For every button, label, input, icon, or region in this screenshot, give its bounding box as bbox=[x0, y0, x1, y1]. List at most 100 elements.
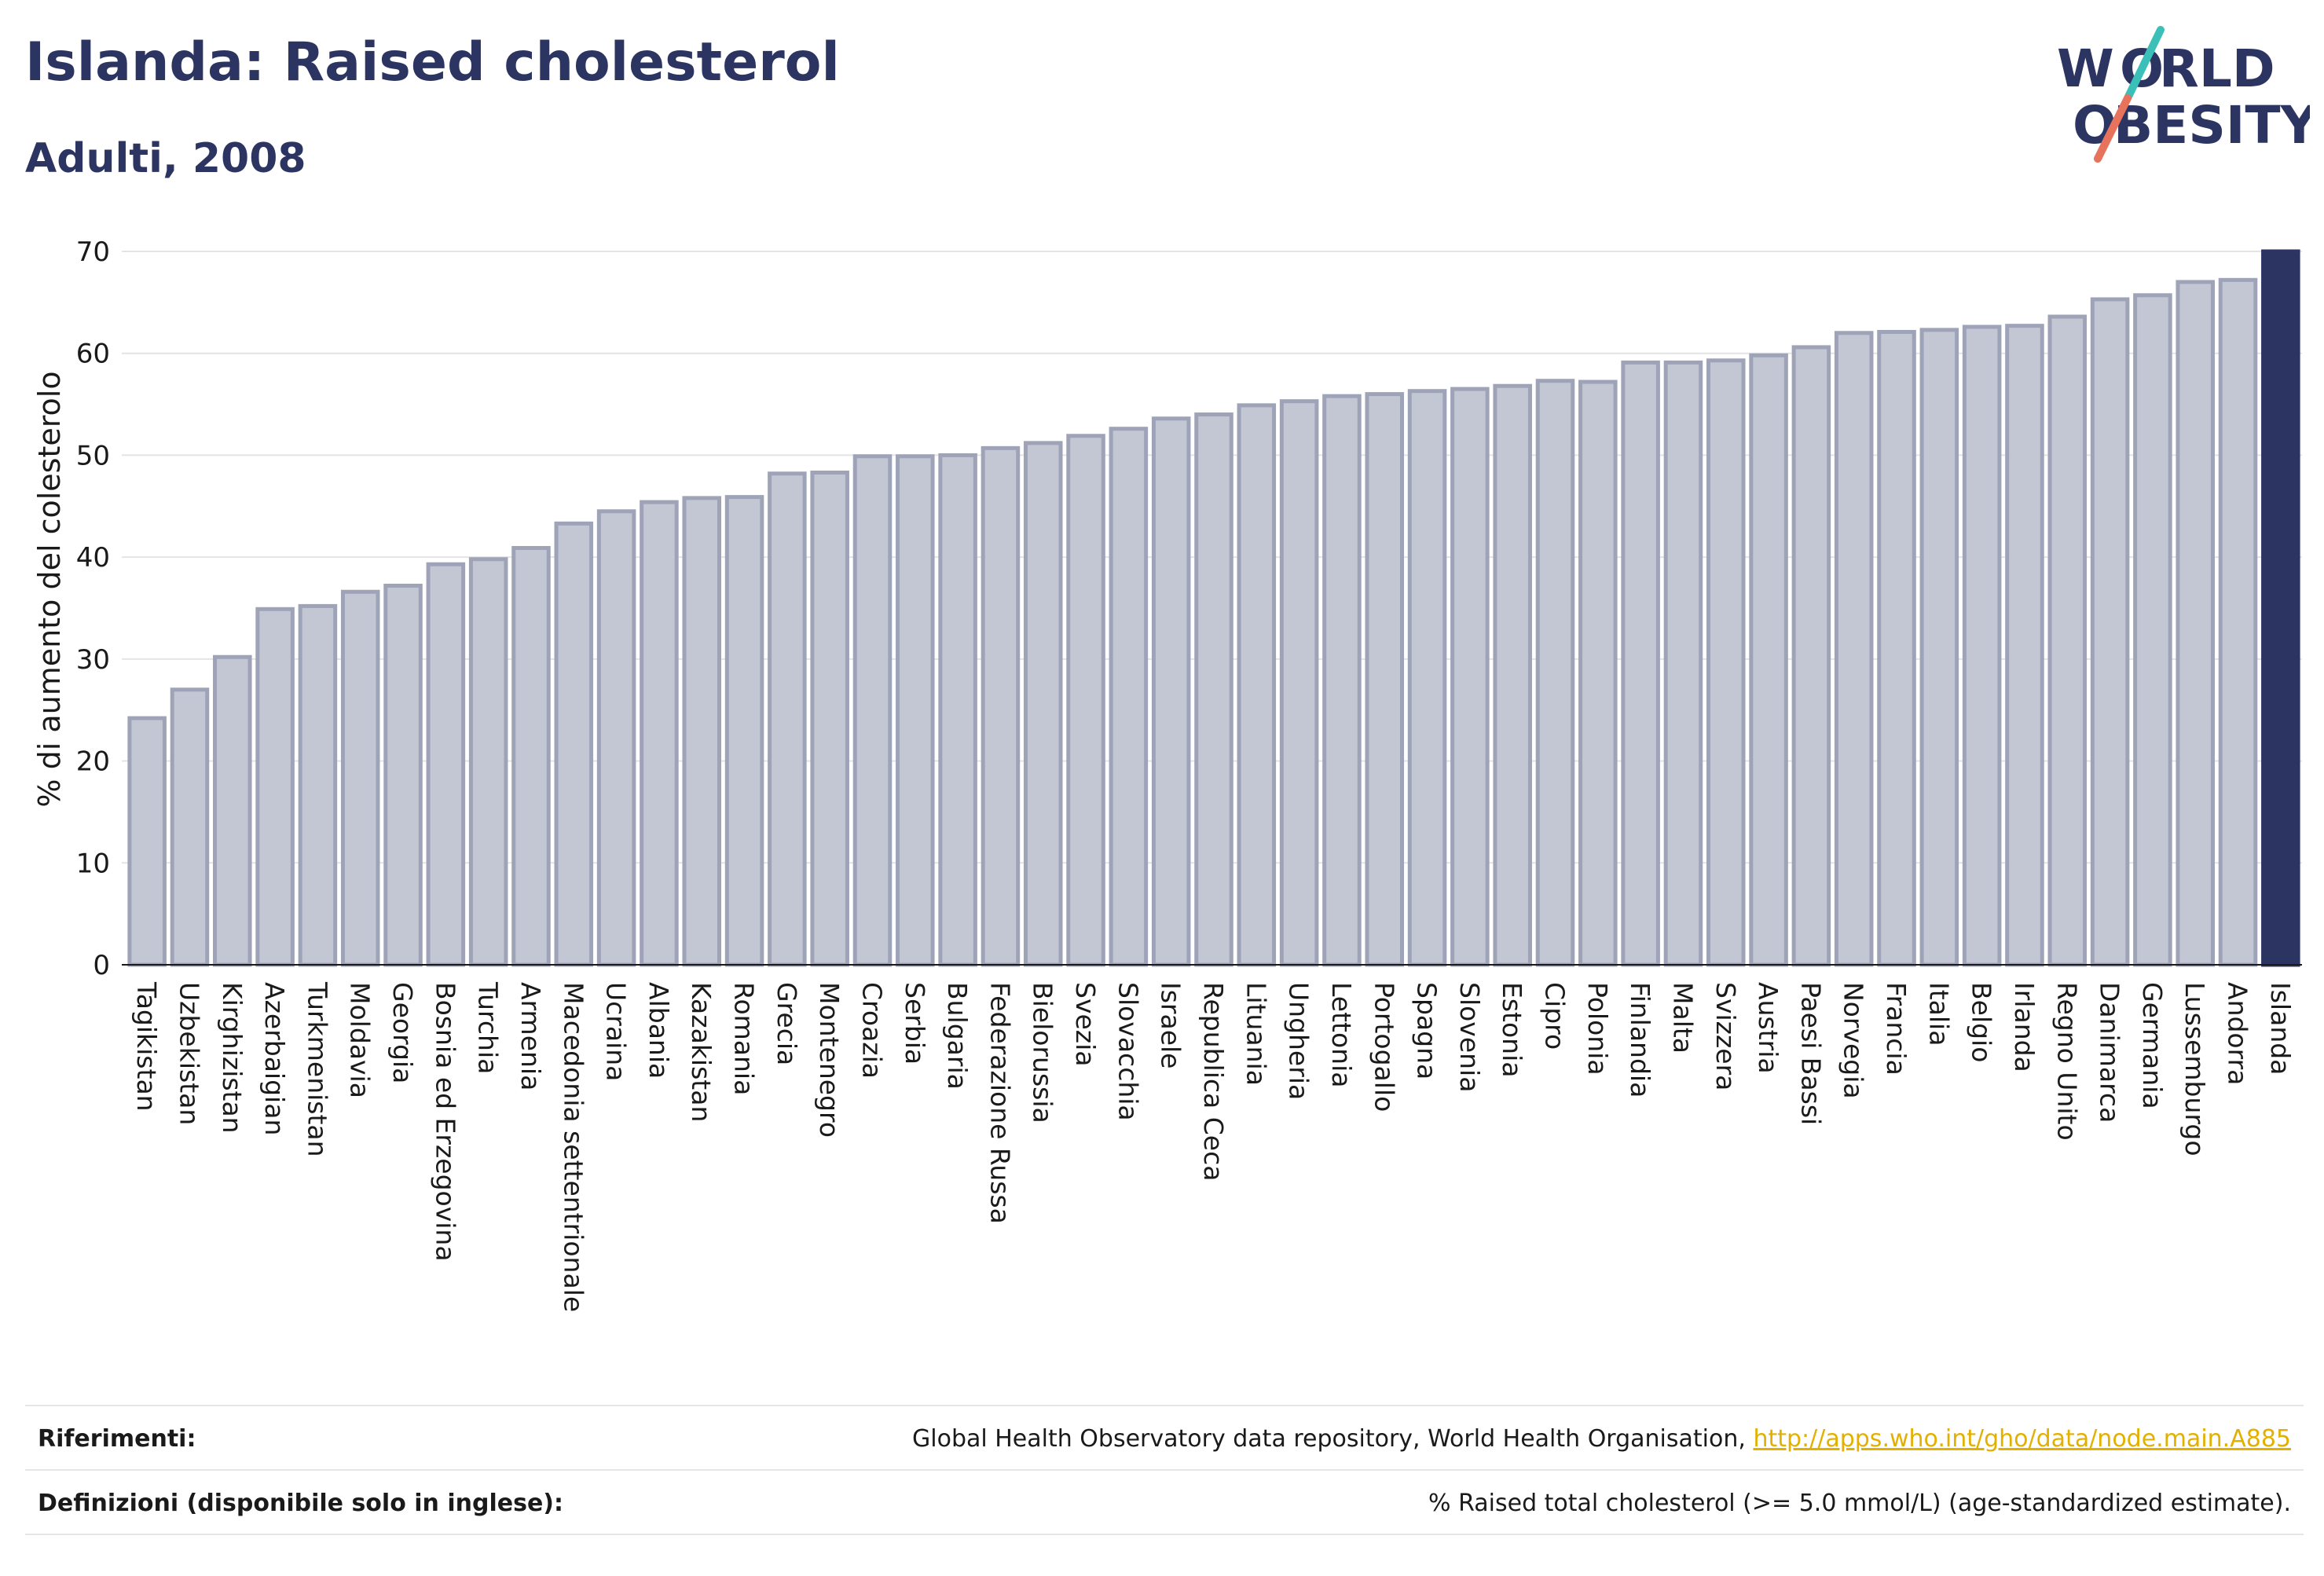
y-tick-labels: 0 10 20 30 40 50 60 70 bbox=[76, 236, 110, 981]
category-label: Finlandia bbox=[1625, 982, 1655, 1098]
bar-danimarca[interactable] bbox=[2090, 297, 2130, 967]
bar-uzbekistan[interactable] bbox=[170, 687, 210, 967]
bar-croazia[interactable] bbox=[852, 454, 893, 967]
bar-ucraina[interactable] bbox=[596, 509, 636, 967]
bar-romania[interactable] bbox=[724, 495, 764, 967]
bar-cipro[interactable] bbox=[1535, 379, 1575, 967]
bar-germania[interactable] bbox=[2133, 293, 2172, 967]
bar-finlandia[interactable] bbox=[1621, 360, 1660, 967]
y-tick-label: 40 bbox=[76, 542, 110, 574]
category-label: Lituania bbox=[1241, 982, 1271, 1086]
references-text: Global Health Observatory data repositor… bbox=[912, 1425, 1754, 1453]
bar-regno-unito[interactable] bbox=[2047, 314, 2088, 967]
category-label: Germania bbox=[2137, 982, 2168, 1109]
bar-irlanda[interactable] bbox=[2005, 324, 2044, 967]
bar-albania[interactable] bbox=[640, 500, 679, 967]
bar-svezia[interactable] bbox=[1066, 434, 1105, 967]
svg-text:W: W bbox=[2057, 38, 2114, 99]
bar-svizzera[interactable] bbox=[1706, 358, 1746, 967]
bar-kazakistan[interactable] bbox=[682, 496, 722, 967]
svg-text:BESITY: BESITY bbox=[2113, 95, 2310, 156]
bar-grecia[interactable] bbox=[768, 471, 807, 967]
category-label: Svizzera bbox=[1710, 982, 1741, 1090]
category-label: Austria bbox=[1753, 982, 1783, 1074]
category-label: Slovenia bbox=[1454, 982, 1485, 1092]
category-label: Francia bbox=[1881, 982, 1912, 1076]
bar-tagikistan[interactable] bbox=[127, 716, 167, 967]
bar-estonia[interactable] bbox=[1493, 383, 1532, 967]
bar-lettonia[interactable] bbox=[1322, 394, 1362, 967]
bar-lussemburgo[interactable] bbox=[2176, 280, 2215, 967]
bar-belgio[interactable] bbox=[1962, 324, 2002, 967]
y-tick-label: 20 bbox=[76, 746, 110, 778]
svg-text:O: O bbox=[2073, 95, 2117, 156]
bars bbox=[127, 249, 2300, 967]
category-label: Kirghizistan bbox=[217, 982, 247, 1134]
category-label: Armenia bbox=[515, 982, 546, 1090]
bar-lituania[interactable] bbox=[1237, 403, 1277, 967]
category-label: Malta bbox=[1667, 982, 1698, 1054]
bar-republica-ceca[interactable] bbox=[1194, 412, 1233, 967]
bar-norvegia[interactable] bbox=[1834, 331, 1874, 967]
bar-kirghizistan[interactable] bbox=[213, 654, 252, 967]
bar-montenegro[interactable] bbox=[810, 470, 849, 967]
category-label: Irlanda bbox=[2009, 982, 2040, 1072]
category-label: Albania bbox=[643, 982, 674, 1079]
category-label: Serbia bbox=[900, 982, 930, 1065]
bar-chart: 0 10 20 30 40 50 60 70 Tagikistan Uzbekistan Kirg… bbox=[32, 236, 2302, 1312]
definitions-value: % Raised total cholesterol (>= 5.0 mmol/… bbox=[1428, 1490, 2291, 1517]
category-label: Azerbaigian bbox=[259, 982, 290, 1135]
bar-georgia[interactable] bbox=[383, 583, 423, 967]
category-label: Croazia bbox=[856, 982, 887, 1079]
bar-slovacchia[interactable] bbox=[1109, 427, 1149, 967]
category-label: Italia bbox=[1923, 982, 1954, 1046]
bar-austria[interactable] bbox=[1749, 353, 1788, 967]
bar-bulgaria[interactable] bbox=[938, 453, 977, 967]
category-label: Danimarca bbox=[2095, 982, 2125, 1123]
bar-malta[interactable] bbox=[1663, 360, 1703, 967]
category-label: Bosnia ed Erzegovina bbox=[430, 982, 460, 1262]
bar-andorra[interactable] bbox=[2218, 277, 2258, 967]
definitions-label: Definizioni (disponibile solo in inglese… bbox=[38, 1490, 563, 1517]
category-label: Belgio bbox=[1967, 982, 1997, 1062]
bar-turchia[interactable] bbox=[468, 557, 508, 967]
category-label: Macedonia settentrionale bbox=[558, 982, 588, 1312]
references-link[interactable]: http://apps.who.int/gho/data/node.main.A… bbox=[1753, 1425, 2291, 1453]
bar-portogallo[interactable] bbox=[1365, 392, 1405, 967]
category-label: Turkmenistan bbox=[302, 981, 332, 1157]
bar-turkmenistan[interactable] bbox=[298, 603, 338, 967]
category-label: Israele bbox=[1156, 982, 1186, 1069]
y-tick-label: 0 bbox=[93, 950, 110, 981]
category-label: Ungheria bbox=[1284, 982, 1314, 1100]
bar-serbia[interactable] bbox=[896, 454, 935, 967]
bar-polonia[interactable] bbox=[1578, 379, 1618, 967]
category-label: Romania bbox=[729, 982, 760, 1095]
category-label: Grecia bbox=[772, 982, 802, 1065]
y-tick-label: 30 bbox=[76, 644, 110, 676]
definitions-row: Definizioni (disponibile solo in inglese… bbox=[25, 1469, 2304, 1535]
bar-moldavia[interactable] bbox=[340, 589, 380, 967]
bar-armenia[interactable] bbox=[511, 545, 551, 967]
bar-israele[interactable] bbox=[1151, 416, 1191, 967]
bar-federazione-russa[interactable] bbox=[981, 445, 1021, 967]
category-label: Moldavia bbox=[345, 982, 376, 1098]
bar-azerbaigian[interactable] bbox=[255, 607, 295, 967]
references-value: Global Health Observatory data repositor… bbox=[912, 1425, 2291, 1453]
bar-italia[interactable] bbox=[1919, 328, 1959, 967]
bar-bielorussia[interactable] bbox=[1023, 441, 1063, 967]
bar-islanda[interactable] bbox=[2261, 249, 2300, 967]
bar-macedonia-settentrionale[interactable] bbox=[554, 521, 594, 967]
bar-paesi-bassi[interactable] bbox=[1791, 345, 1831, 967]
bar-slovenia[interactable] bbox=[1450, 387, 1490, 967]
category-label: Montenegro bbox=[814, 982, 845, 1138]
category-label: Lussemburgo bbox=[2179, 982, 2210, 1156]
category-labels: Tagikistan Uzbekistan Kirghizistan Azerbaig… bbox=[131, 981, 2296, 1312]
bar-spagna[interactable] bbox=[1407, 389, 1447, 967]
bar-francia[interactable] bbox=[1877, 329, 1916, 967]
category-label: Republica Ceca bbox=[1198, 982, 1229, 1181]
chart-title: Islanda: Raised cholesterol bbox=[25, 31, 840, 93]
bar-bosnia-ed-erzegovina[interactable] bbox=[426, 562, 466, 967]
bar-ungheria[interactable] bbox=[1279, 399, 1319, 967]
category-label: Federazione Russa bbox=[984, 982, 1015, 1224]
y-tick-label: 10 bbox=[76, 848, 110, 879]
